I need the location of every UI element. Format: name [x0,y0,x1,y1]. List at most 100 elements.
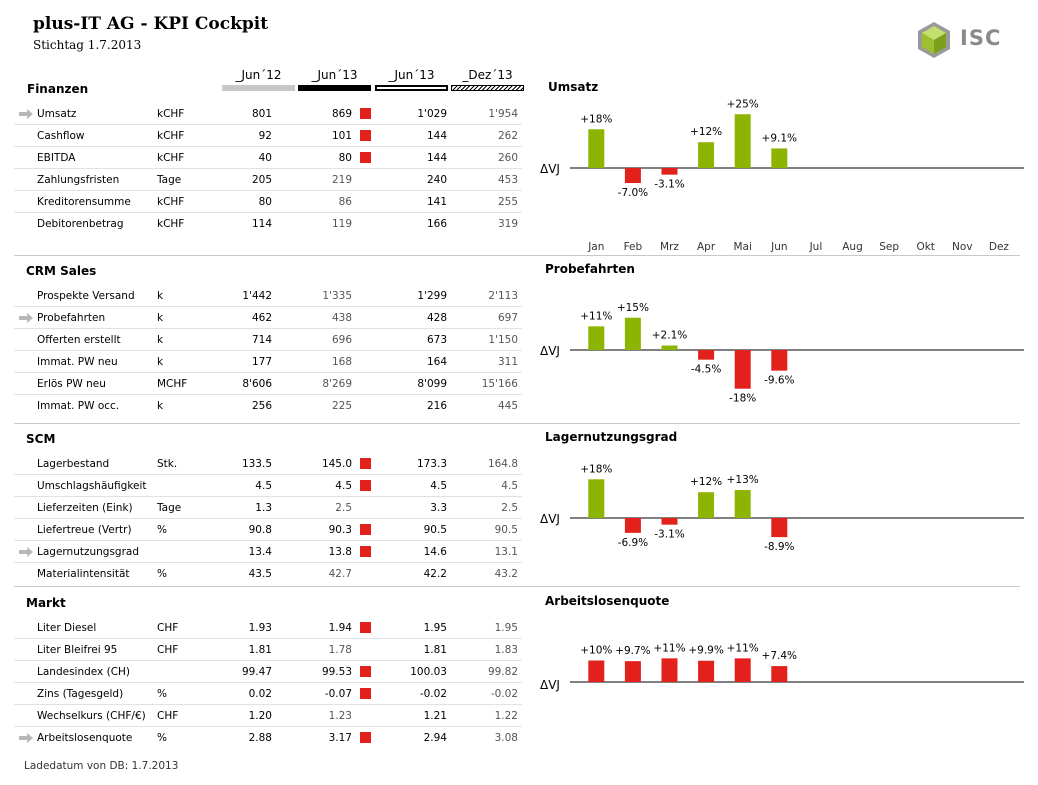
value-actual: 1.94 [328,622,352,634]
value-actual: 438 [331,312,352,324]
value-plan: 428 [426,312,447,324]
kpi-row[interactable]: Cashflow kCHF 92 101 144 262 [14,125,522,147]
column-legend-bar [451,85,524,91]
kpi-row[interactable]: Zins (Tagesgeld)% 0.02 -0.07 -0.02 -0.02 [14,683,522,705]
kpi-row[interactable]: Wechselkurs (CHF/€) CHF 1.20 1.23 1.21 1.22 [14,705,522,727]
value-prev-year: 801 [251,108,272,120]
value-actual: 219 [331,174,352,186]
data-label: +25% [727,98,759,110]
chart-title: Arbeitslosenquote [545,594,670,608]
value-forecast: 453 [497,174,518,186]
value-forecast: 1'954 [488,108,518,120]
kpi-name: Zahlungsfristen [37,174,120,186]
chart-lagernutzungsgrad: Lagernutzungsgrad ΔVJ +18% -6.9% -3.1% +12% +1… [535,430,1030,590]
selected-arrow-icon [19,547,33,557]
month-tick-label: Okt [916,241,934,253]
month-tick-label: Jan [587,241,604,253]
value-plan: 141 [426,196,447,208]
kpi-unit: % [157,688,167,700]
kpi-row[interactable]: Offerten erstellt k 714 696 673 1'150 [14,329,522,351]
kpi-name: Liter Diesel [37,622,97,634]
kpi-row[interactable]: Lagernutzungsgrad 13.4 13.8 14.6 13.1 [14,541,522,563]
section-title: CRM Sales [26,264,97,278]
value-forecast: 99.82 [487,666,518,678]
value-prev-year: 1.81 [248,644,272,656]
value-prev-year: 205 [251,174,272,186]
kpi-row[interactable]: Liter Bleifrei 95 CHF 1.81 1.78 1.81 1.83 [14,639,522,661]
value-prev-year: 1.20 [248,710,272,722]
value-plan: 240 [426,174,447,186]
value-actual: 90.3 [328,524,352,536]
value-actual: 168 [331,356,352,368]
kpi-name: Liefertreue (Vertr) [37,524,132,536]
load-date: Ladedatum von DB: 1.7.2013 [24,760,179,772]
logo-text: ISC [960,26,1002,50]
kpi-unit: k [157,400,164,412]
value-forecast: 13.1 [494,546,518,558]
value-forecast: 319 [497,218,518,230]
kpi-row[interactable]: Debitorenbetrag kCHF 114 119 166 319 [14,213,522,235]
kpi-name: Prospekte Versand [37,290,135,302]
value-forecast: 90.5 [494,524,518,536]
value-forecast: 2'113 [488,290,518,302]
kpi-unit: k [157,356,164,368]
kpi-row[interactable]: Umsatz kCHF 801 869 1'029 1'954 [14,103,522,125]
kpi-row[interactable]: Lagerbestand Stk. 133.5 145.0 173.3 164.8 [14,453,522,475]
value-forecast: 255 [497,196,518,208]
value-plan: 673 [426,334,447,346]
col-header-prev-year: _Jun´12 [222,68,295,91]
section-divider [14,255,1020,256]
kpi-row[interactable]: Immat. PW neu k 177 168 164 311 [14,351,522,373]
value-prev-year: 80 [258,196,272,208]
kpi-unit: k [157,334,164,346]
value-actual: 13.8 [328,546,352,558]
bar-apr [698,492,715,518]
value-plan: 1.95 [423,622,447,634]
chart-title: Probefahrten [545,262,635,276]
data-label: -3.1% [654,179,684,191]
report-subtitle: Stichtag 1.7.2013 [33,38,142,52]
value-forecast: 1.95 [494,622,518,634]
value-actual: 869 [331,108,352,120]
kpi-row[interactable]: Zahlungsfristen Tage 205 219 240 453 [14,169,522,191]
value-plan: 216 [426,400,447,412]
chart-arbeitslosenquote: Arbeitslosenquote ΔVJ +10% +9.7% +11% +9.9% +1… [535,594,1030,754]
value-actual: 101 [331,130,352,142]
section-title: SCM [26,432,56,446]
month-tick-label: Aug [842,241,863,253]
value-forecast: 697 [497,312,518,324]
data-label: -6.9% [618,537,648,549]
kpi-row[interactable]: Probefahrten k 462 438 428 697 [14,307,522,329]
value-prev-year: 13.4 [248,546,272,558]
bar-apr [698,142,715,168]
value-prev-year: 256 [251,400,272,412]
chart-title: Lagernutzungsgrad [545,430,678,444]
kpi-row[interactable]: Umschlagshäufigkeit 4.5 4.5 4.5 4.5 [14,475,522,497]
kpi-unit: Stk. [157,458,178,470]
value-forecast: 260 [497,152,518,164]
data-label: +11% [727,642,759,654]
data-label: +9.1% [762,132,797,144]
kpi-row[interactable]: Kreditorensumme kCHF 80 86 141 255 [14,191,522,213]
value-prev-year: 92 [258,130,272,142]
kpi-row[interactable]: Immat. PW occ. k 256 225 216 445 [14,395,522,417]
kpi-row[interactable]: EBITDA kCHF 40 80 144 260 [14,147,522,169]
month-tick-label: Apr [697,241,716,253]
bar-mrz [661,168,678,175]
value-actual: 4.5 [335,480,352,492]
kpi-row[interactable]: Landesindex (CH) 99.47 99.53 100.03 99.82 [14,661,522,683]
kpi-row[interactable]: Prospekte Versand k 1'442 1'335 1'299 2'113 [14,285,522,307]
column-legend-bar [298,85,371,91]
kpi-row[interactable]: Erlös PW neu MCHF 8'606 8'269 8'099 15'166 [14,373,522,395]
kpi-row[interactable]: Liefertreue (Vertr)% 90.8 90.3 90.5 90.5 [14,519,522,541]
value-prev-year: 177 [251,356,272,368]
kpi-row[interactable]: Arbeitslosenquote% 2.88 3.17 2.94 3.08 [14,727,522,749]
data-label: +2.1% [652,329,687,341]
data-label: +7.4% [762,650,797,662]
data-label: -18% [729,393,756,405]
kpi-row[interactable]: Materialintensität% 43.5 42.7 42.2 43.2 [14,563,522,585]
bar-jan [588,326,605,350]
kpi-row[interactable]: Lieferzeiten (Eink) Tage 1.3 2.5 3.3 2.5 [14,497,522,519]
kpi-row[interactable]: Liter Diesel CHF 1.93 1.94 1.95 1.95 [14,617,522,639]
month-tick-label: Jun [770,241,787,253]
